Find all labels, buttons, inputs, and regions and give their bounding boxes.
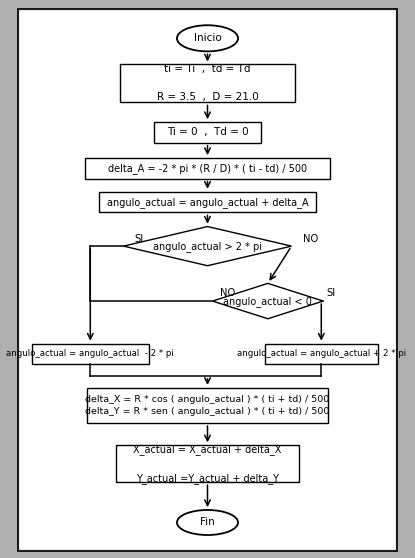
Ellipse shape — [177, 25, 238, 51]
Text: NO: NO — [303, 233, 318, 243]
FancyBboxPatch shape — [154, 122, 261, 143]
FancyBboxPatch shape — [99, 192, 316, 213]
Text: angulo_actual > 2 * pi: angulo_actual > 2 * pi — [153, 240, 262, 252]
FancyBboxPatch shape — [87, 388, 328, 423]
Text: X_actual = X_actual + delta_X

Y_actual =Y_actual + delta_Y: X_actual = X_actual + delta_X Y_actual =… — [133, 444, 282, 484]
Text: angulo_actual = angulo_actual + delta_A: angulo_actual = angulo_actual + delta_A — [107, 196, 308, 208]
Polygon shape — [124, 227, 291, 266]
FancyBboxPatch shape — [120, 64, 295, 103]
FancyBboxPatch shape — [116, 445, 299, 482]
Text: Ti = 0  ,  Td = 0: Ti = 0 , Td = 0 — [167, 127, 248, 137]
Text: delta_A = -2 * pi * (R / D) * ( ti - td) / 500: delta_A = -2 * pi * (R / D) * ( ti - td)… — [108, 163, 307, 174]
FancyBboxPatch shape — [17, 8, 398, 552]
FancyBboxPatch shape — [32, 344, 149, 364]
Text: SI: SI — [134, 233, 143, 243]
Text: Fin: Fin — [200, 517, 215, 527]
Text: angulo_actual = angulo_actual + 2 * pi: angulo_actual = angulo_actual + 2 * pi — [237, 349, 406, 358]
Polygon shape — [212, 283, 323, 319]
Text: delta_X = R * cos ( angulo_actual ) * ( ti + td) / 500
delta_Y = R * sen ( angul: delta_X = R * cos ( angulo_actual ) * ( … — [85, 395, 330, 416]
Text: SI: SI — [326, 288, 335, 299]
FancyBboxPatch shape — [85, 158, 330, 179]
FancyBboxPatch shape — [265, 344, 378, 364]
Text: angulo_actual = angulo_actual  - 2 * pi: angulo_actual = angulo_actual - 2 * pi — [6, 349, 174, 358]
Text: Inicio: Inicio — [194, 33, 221, 44]
Text: NO: NO — [220, 288, 235, 299]
Text: angulo_actual < 0: angulo_actual < 0 — [223, 296, 312, 306]
Text: ti = Ti  ,  td = Td

R = 3.5  ,  D = 21.0: ti = Ti , td = Td R = 3.5 , D = 21.0 — [156, 64, 259, 103]
Ellipse shape — [177, 510, 238, 535]
